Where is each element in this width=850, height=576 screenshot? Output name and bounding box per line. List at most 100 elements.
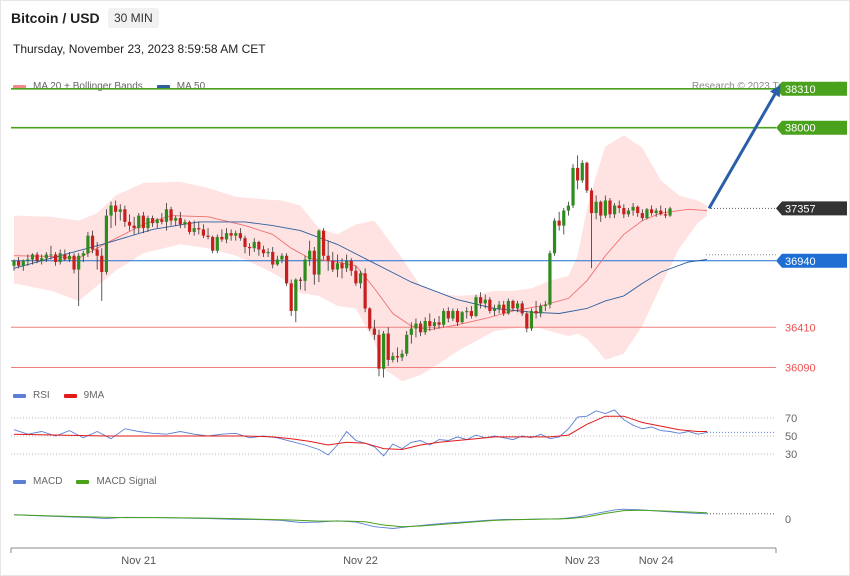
candle-body bbox=[280, 255, 284, 260]
candle-body bbox=[252, 241, 256, 249]
candle-body bbox=[220, 236, 224, 240]
candle-body bbox=[622, 208, 626, 215]
candle-body bbox=[72, 255, 76, 270]
candle-body bbox=[520, 303, 524, 314]
candle-body bbox=[192, 228, 196, 232]
candle-body bbox=[548, 253, 552, 305]
candle-body bbox=[668, 208, 672, 216]
candle-body bbox=[488, 299, 492, 311]
candle-body bbox=[49, 254, 53, 256]
candle-body bbox=[77, 255, 81, 270]
candle-body bbox=[266, 251, 270, 254]
candle-body bbox=[515, 303, 520, 309]
candle-body bbox=[44, 254, 48, 259]
candle-body bbox=[183, 221, 187, 225]
candle-body bbox=[335, 263, 339, 270]
candle-body bbox=[95, 249, 99, 256]
candle-body bbox=[201, 229, 206, 236]
candle-body bbox=[474, 297, 478, 316]
candle-body bbox=[571, 167, 575, 206]
candle-body bbox=[539, 305, 543, 314]
candle-body bbox=[109, 205, 113, 216]
candle-body bbox=[321, 230, 326, 256]
candle-body bbox=[257, 241, 261, 250]
candle-body bbox=[372, 328, 376, 335]
candle-body bbox=[169, 209, 173, 221]
level-resistance-38000: 38000 bbox=[11, 120, 847, 135]
macd-signal-swatch bbox=[76, 479, 90, 484]
candle-body bbox=[645, 209, 649, 219]
candle-body bbox=[631, 206, 635, 211]
price-tag-36940 bbox=[776, 253, 847, 268]
candle-body bbox=[298, 279, 303, 281]
ma50-line bbox=[13, 221, 708, 314]
candle-body bbox=[580, 162, 584, 181]
candle-body bbox=[17, 260, 21, 266]
candle-body bbox=[442, 310, 446, 325]
candle-body bbox=[446, 310, 450, 319]
candle-body bbox=[636, 206, 640, 214]
rsi-swatch bbox=[13, 393, 26, 398]
rsi-ma-swatch bbox=[63, 393, 77, 398]
macd-signal-line bbox=[13, 509, 708, 528]
candle-body bbox=[340, 263, 344, 269]
candle-body bbox=[432, 322, 437, 327]
candle-body bbox=[349, 260, 353, 271]
level-label-36410: 36410 bbox=[785, 322, 816, 334]
candle-body bbox=[164, 209, 169, 222]
candle-body bbox=[511, 300, 515, 309]
candle-body bbox=[585, 162, 589, 191]
candle-body bbox=[663, 214, 668, 216]
level-label-38000: 38000 bbox=[785, 123, 816, 135]
candle-body bbox=[414, 323, 418, 329]
candle-body bbox=[525, 313, 529, 329]
candle-body bbox=[497, 304, 501, 309]
candle-body bbox=[238, 233, 242, 239]
level-label-36940: 36940 bbox=[785, 256, 816, 268]
main-legend: MA 20 + Bollinger Bands MA 50 bbox=[13, 81, 219, 92]
candle-body bbox=[114, 205, 118, 212]
candle-body bbox=[151, 218, 155, 224]
candle-body bbox=[326, 255, 330, 261]
candle-body bbox=[465, 310, 469, 313]
projection-arrow-line bbox=[707, 90, 779, 210]
candle-body bbox=[86, 235, 90, 254]
candle-body bbox=[229, 233, 233, 236]
level-label-37357: 37357 bbox=[785, 203, 816, 215]
candle-body bbox=[53, 254, 58, 263]
candle-body bbox=[654, 210, 658, 214]
candle-body bbox=[63, 254, 67, 260]
candle-body bbox=[377, 334, 381, 369]
candle-body bbox=[589, 190, 594, 214]
candle-body bbox=[312, 250, 316, 275]
candle-body bbox=[215, 236, 219, 251]
candle-body bbox=[26, 259, 30, 261]
candle-body bbox=[354, 270, 358, 284]
candle-body bbox=[234, 233, 238, 236]
candle-body bbox=[608, 200, 612, 215]
rsi-level-label-30: 30 bbox=[785, 449, 797, 461]
level-support-36410: 36410 bbox=[11, 322, 816, 334]
x-tick-label-nov-24: Nov 24 bbox=[639, 555, 674, 567]
candle-body bbox=[261, 249, 266, 254]
candle-body bbox=[132, 225, 136, 229]
timeframe-badge[interactable]: 30 MIN bbox=[108, 8, 159, 28]
chart-datetime: Thursday, November 23, 2023 8:59:58 AM C… bbox=[13, 42, 266, 56]
rsi-ma-line bbox=[13, 415, 707, 451]
candle-body bbox=[174, 218, 178, 221]
candle-body bbox=[400, 353, 404, 358]
candle-body bbox=[58, 253, 62, 263]
rsi-ma-legend-label: 9MA bbox=[83, 390, 105, 401]
candle-body bbox=[67, 255, 72, 260]
candle-body bbox=[576, 167, 580, 181]
candle-body bbox=[368, 308, 372, 329]
macd-zero-label: 0 bbox=[785, 514, 791, 526]
candle-body bbox=[81, 253, 85, 256]
candle-body bbox=[284, 255, 289, 284]
candle-body bbox=[358, 273, 363, 284]
rsi-legend-label: RSI bbox=[33, 390, 50, 401]
candle-body bbox=[506, 300, 510, 314]
level-last_price-37357: 37357 bbox=[711, 201, 847, 216]
candle-body bbox=[243, 238, 247, 247]
